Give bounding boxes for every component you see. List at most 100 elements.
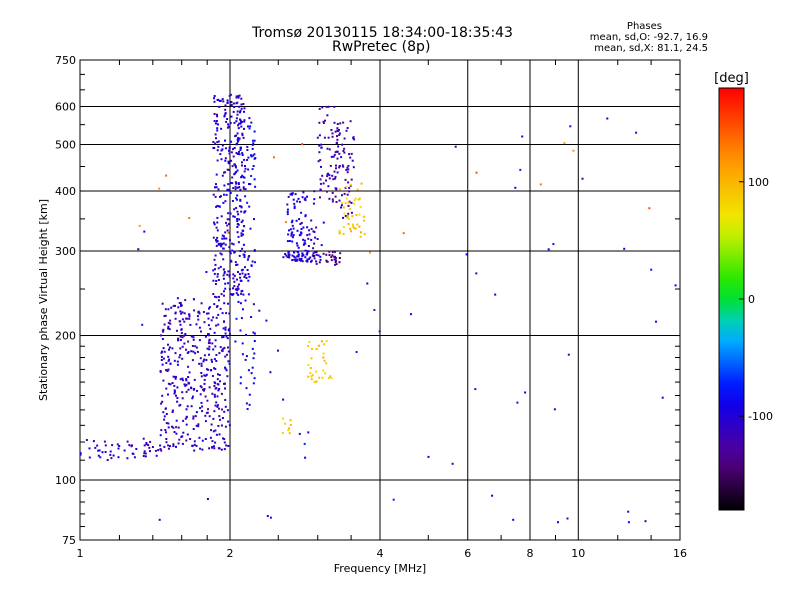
- data-point: [307, 431, 310, 434]
- data-point: [205, 359, 208, 361]
- data-point: [308, 229, 310, 232]
- data-point: [232, 243, 235, 246]
- data-point: [195, 444, 198, 447]
- data-point: [344, 202, 347, 205]
- data-point: [132, 452, 135, 455]
- data-point: [563, 142, 566, 145]
- data-point: [296, 229, 299, 232]
- data-point: [220, 245, 223, 248]
- data-point: [233, 274, 236, 277]
- data-point: [553, 408, 556, 411]
- data-point: [220, 127, 223, 130]
- data-point: [238, 150, 240, 153]
- data-point: [306, 258, 309, 261]
- data-point: [231, 182, 234, 185]
- data-point: [343, 192, 346, 195]
- data-point: [201, 410, 204, 413]
- data-point: [169, 445, 171, 448]
- data-point: [232, 287, 234, 290]
- data-point: [226, 188, 229, 191]
- data-point: [183, 334, 186, 337]
- data-point: [334, 175, 337, 178]
- data-point: [98, 449, 101, 452]
- data-point: [392, 498, 395, 501]
- data-point: [313, 251, 316, 254]
- data-point: [335, 167, 337, 170]
- data-point: [177, 426, 180, 429]
- data-point: [353, 199, 356, 202]
- data-point: [164, 407, 167, 410]
- data-point: [465, 253, 468, 256]
- data-point: [655, 320, 657, 323]
- data-point: [236, 169, 239, 172]
- data-point: [287, 195, 290, 198]
- data-point: [454, 145, 457, 148]
- data-point: [222, 268, 225, 271]
- data-point: [269, 371, 272, 374]
- data-point: [212, 236, 215, 239]
- data-point: [286, 213, 289, 216]
- data-point: [232, 155, 235, 158]
- data-point: [224, 287, 227, 290]
- data-point: [352, 136, 355, 139]
- data-point: [148, 446, 151, 449]
- data-point: [216, 141, 219, 144]
- data-point: [241, 161, 243, 164]
- data-point: [216, 404, 219, 407]
- data-point: [205, 373, 208, 376]
- data-point: [286, 208, 289, 211]
- data-point: [282, 398, 285, 401]
- data-point: [192, 395, 194, 398]
- data-point: [319, 159, 322, 162]
- data-point: [233, 147, 236, 149]
- data-point: [330, 129, 333, 131]
- data-point: [226, 224, 229, 227]
- data-point: [185, 383, 188, 386]
- data-point: [312, 230, 315, 233]
- data-point: [300, 221, 303, 224]
- data-point: [167, 308, 170, 311]
- data-point: [352, 166, 355, 169]
- data-point: [181, 377, 184, 380]
- data-point: [334, 263, 336, 266]
- data-point: [162, 347, 165, 350]
- data-point: [313, 257, 316, 260]
- data-point: [293, 202, 296, 205]
- data-point: [251, 347, 254, 350]
- data-point: [190, 335, 193, 338]
- data-point: [207, 333, 210, 336]
- data-point: [222, 347, 225, 350]
- data-point: [176, 397, 179, 399]
- data-point: [226, 375, 229, 378]
- data-point: [310, 348, 313, 350]
- data-point: [347, 217, 350, 220]
- data-point: [216, 113, 218, 116]
- data-point: [181, 345, 184, 348]
- data-point: [236, 223, 239, 225]
- data-point: [229, 192, 232, 194]
- data-point: [234, 188, 237, 191]
- data-point: [97, 454, 100, 457]
- data-point: [338, 152, 341, 155]
- data-point: [241, 154, 244, 156]
- data-point: [282, 417, 285, 420]
- data-point: [293, 207, 296, 210]
- data-point: [235, 292, 238, 295]
- data-point: [117, 456, 120, 459]
- data-point: [227, 329, 230, 332]
- data-point: [224, 328, 227, 331]
- data-point: [242, 308, 244, 311]
- data-point: [224, 387, 226, 390]
- data-point: [229, 239, 231, 242]
- data-point: [199, 357, 202, 360]
- data-point: [228, 223, 230, 225]
- data-point: [225, 444, 228, 447]
- data-point: [231, 249, 234, 252]
- data-point: [222, 274, 225, 277]
- data-point: [581, 177, 584, 180]
- data-point: [303, 239, 306, 242]
- data-point: [206, 368, 208, 371]
- data-point: [248, 403, 251, 406]
- data-point: [252, 139, 254, 142]
- data-point: [325, 179, 327, 182]
